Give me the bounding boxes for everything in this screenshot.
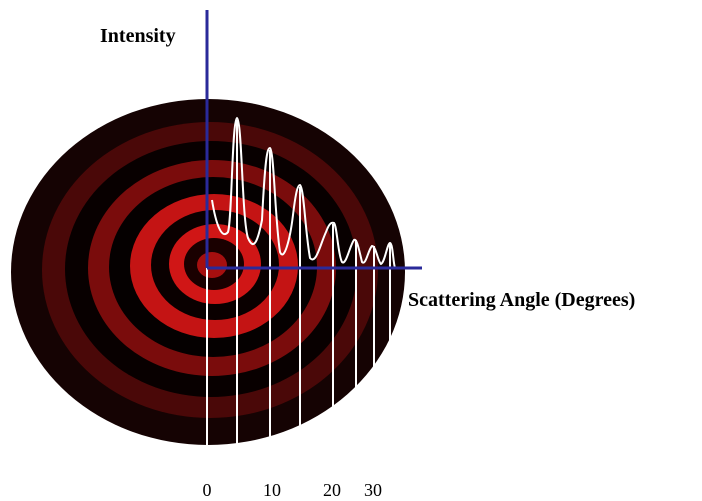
- x-tick-label: 0: [203, 480, 212, 500]
- y-axis-label: Intensity: [100, 25, 176, 47]
- x-axis-label: Scattering Angle (Degrees): [408, 289, 635, 311]
- x-tick-label: 30: [364, 480, 382, 500]
- x-tick-label: 10: [263, 480, 281, 500]
- x-tick-label: 20: [323, 480, 341, 500]
- diagram: Intensity Scattering Angle (Degrees) 0 1…: [0, 0, 702, 501]
